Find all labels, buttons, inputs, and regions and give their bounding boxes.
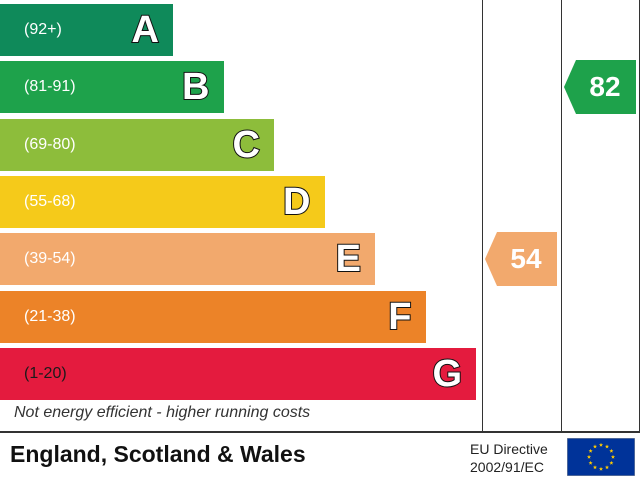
band-b: (81-91) B bbox=[0, 61, 224, 114]
flag-star bbox=[598, 442, 604, 447]
band-c: (69-80) C bbox=[0, 118, 274, 171]
band-range-label: (81-91) bbox=[24, 78, 76, 96]
current-rating-marker-arrow bbox=[485, 232, 557, 287]
flag-star bbox=[604, 465, 610, 470]
band-letter: D bbox=[282, 180, 311, 224]
band-range-label: (39-54) bbox=[24, 250, 76, 268]
flag-star bbox=[592, 444, 598, 449]
band-d: (55-68) D bbox=[0, 175, 325, 228]
current-rating-marker-shape bbox=[485, 232, 557, 287]
band-letter: F bbox=[387, 295, 412, 339]
band-range-label: (69-80) bbox=[24, 135, 76, 153]
band-range-label: (1-20) bbox=[24, 364, 67, 382]
region-label: England, Scotland & Wales bbox=[10, 441, 306, 467]
current-rating-marker-value: 54 bbox=[510, 243, 542, 275]
flag-star bbox=[610, 454, 616, 459]
eu-directive: EU Directive 2002/91/EC bbox=[470, 440, 562, 476]
flag-star bbox=[604, 444, 610, 449]
band-letter: E bbox=[335, 237, 362, 281]
band-range-label: (21-38) bbox=[24, 307, 76, 325]
band-f: (21-38) F bbox=[0, 290, 426, 343]
band-letter: B bbox=[181, 65, 210, 109]
band-letter: A bbox=[131, 8, 160, 52]
potential-rating-marker-arrow bbox=[564, 60, 636, 115]
footer-divider bbox=[0, 431, 640, 433]
directive-title: EU Directive bbox=[470, 441, 548, 457]
flag-star bbox=[592, 465, 598, 470]
flag-star bbox=[609, 448, 614, 453]
column-divider bbox=[561, 0, 562, 432]
flag-star bbox=[598, 466, 604, 471]
eu-flag-icon bbox=[567, 438, 635, 476]
energy-rating-chart: (92+) A (81-91) B (69-80) C (55-68) D (39-54) E (2… bbox=[0, 0, 640, 432]
flag-star bbox=[609, 460, 614, 465]
potential-rating-marker-value: 82 bbox=[589, 71, 621, 103]
band-letter: G bbox=[431, 352, 463, 396]
band-g: (1-20) G bbox=[0, 347, 476, 400]
current-rating-marker: 54 bbox=[485, 232, 557, 287]
flag-star bbox=[588, 448, 593, 453]
band-a: (92+) A bbox=[0, 4, 173, 56]
band-letter: C bbox=[232, 123, 261, 167]
flag-star bbox=[588, 460, 593, 465]
potential-rating-marker-shape bbox=[564, 60, 636, 115]
directive-number: 2002/91/EC bbox=[470, 459, 544, 475]
potential-rating-marker: 82 bbox=[564, 60, 636, 115]
band-range-label: (55-68) bbox=[24, 192, 76, 210]
column-divider bbox=[482, 0, 483, 432]
band-range-label: (92+) bbox=[24, 21, 62, 38]
footer-note: Not energy efficient - higher running co… bbox=[14, 404, 311, 421]
flag-star bbox=[586, 454, 592, 459]
band-e: (39-54) E bbox=[0, 233, 375, 286]
